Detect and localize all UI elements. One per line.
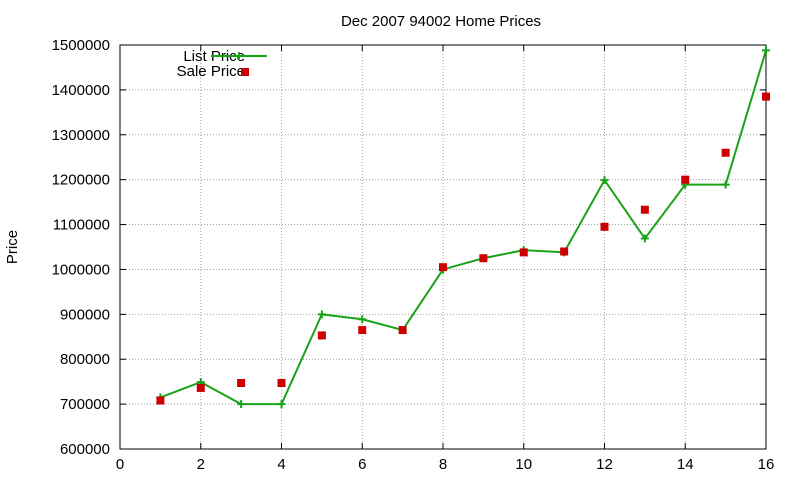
sale-price-point [762,92,770,101]
list-price-point [358,315,367,324]
list-price-line [160,50,767,406]
series-0 [156,46,770,409]
x-tick-label: 4 [277,456,285,473]
x-tick-label: 14 [677,456,694,473]
list-price-point [317,310,326,319]
legend-swatch-list-price [211,52,267,60]
y-tick-label: 1100000 [53,217,110,234]
sale-price-point [479,254,488,263]
series-group [156,46,770,409]
legend-marker-sale-price [241,68,249,76]
y-tick-label: 800000 [60,351,110,368]
y-tick-labels: 600000 700000 800000 900000 1000000 1100000 12… [52,37,110,458]
chart-title: Dec 2007 94002 Home Prices [341,13,541,30]
legend-marker-list-price [235,52,243,60]
list-price-point [237,400,246,409]
list-price-point [640,234,649,243]
y-tick-label: 900000 [60,306,110,323]
x-tick-label: 10 [515,456,532,473]
grid-lines [120,45,766,449]
list-price-point [600,176,609,185]
y-tick-label: 1400000 [52,82,110,99]
axis-ticks [119,44,767,450]
legend-label-sale-price: Sale Price [177,63,245,80]
y-tick-label: 1500000 [52,37,110,54]
y-tick-label: 1300000 [52,127,110,144]
x-tick-label: 2 [197,456,205,473]
y-axis-label: Price [4,230,21,264]
sale-price-point [600,222,609,231]
sale-price-point [721,148,730,157]
series-1 [156,92,770,405]
y-tick-label: 1000000 [52,261,110,278]
y-tick-label: 600000 [60,441,110,458]
x-tick-label: 16 [758,456,775,473]
y-tick-label: 1200000 [52,172,110,189]
x-tick-label: 6 [358,456,366,473]
x-tick-label: 12 [596,456,613,473]
x-tick-labels: 0 2 4 6 8 10 12 14 16 [116,456,775,473]
sale-price-point [519,248,528,257]
legend: List Price Sale Price [177,48,267,80]
sale-price-point [317,331,326,340]
sale-price-point [681,175,690,184]
x-tick-label: 8 [439,456,447,473]
list-price-point [721,180,730,189]
sale-price-point [277,379,286,388]
sale-price-point [439,263,447,272]
x-tick-label: 0 [116,456,124,473]
sale-price-point [156,396,165,405]
sale-price-point [640,205,649,214]
sale-price-point [560,247,569,256]
sale-price-point [358,326,367,335]
sale-price-point [398,326,407,335]
sale-price-point [196,383,205,392]
y-tick-label: 700000 [60,396,110,413]
list-price-point [277,400,286,409]
sale-price-point [237,379,246,388]
legend-swatch-sale-price [241,68,249,76]
list-price-point [762,46,770,55]
